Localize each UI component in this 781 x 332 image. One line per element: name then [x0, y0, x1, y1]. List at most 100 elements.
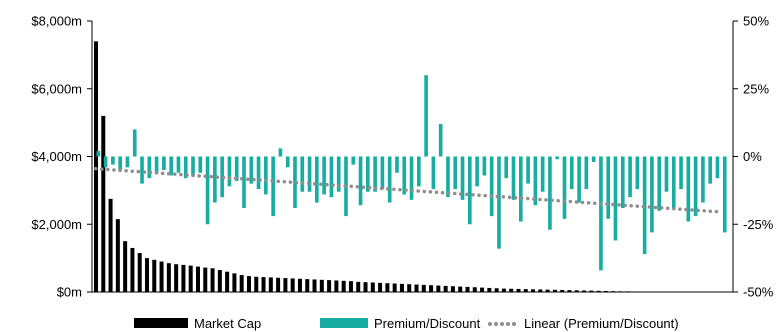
market-cap-bar — [261, 277, 266, 292]
market-cap-bar — [458, 286, 463, 292]
premium-discount-bar — [533, 156, 538, 206]
market-cap-bar — [290, 278, 295, 292]
premium-discount-bar — [264, 156, 268, 195]
market-cap-bar — [487, 287, 492, 292]
market-cap-bar — [115, 219, 120, 292]
market-cap-bar — [523, 289, 528, 292]
market-cap-bar — [225, 271, 230, 292]
premium-discount-bar — [599, 156, 603, 271]
market-cap-bar — [108, 198, 113, 292]
market-cap-bar — [378, 282, 383, 292]
premium-discount-bar — [234, 156, 239, 181]
premium-discount-bar — [249, 156, 254, 184]
market-cap-bar — [283, 278, 288, 292]
premium-discount-bar — [511, 156, 516, 200]
y-tick-label-right: -25% — [743, 217, 774, 232]
y-tick-label-left: $2,000m — [31, 217, 82, 232]
market-cap-bar — [399, 283, 404, 292]
premium-discount-bar — [154, 156, 159, 173]
market-cap-bar — [101, 115, 106, 292]
market-cap-bar — [480, 287, 485, 292]
y-tick-label-left: $8,000m — [31, 14, 82, 29]
premium-discount-bar — [489, 156, 494, 217]
market-cap-bar — [297, 278, 302, 292]
trendline — [93, 166, 724, 214]
y-tick-label-right: 25% — [743, 81, 769, 96]
market-cap-bar — [465, 286, 470, 292]
market-cap-bar — [363, 282, 368, 292]
market-cap-bar — [312, 279, 317, 292]
premium-discount-bar — [125, 156, 130, 168]
premium-discount-bar — [103, 156, 108, 168]
premium-discount-bar — [446, 156, 450, 198]
premium-discount-bar — [555, 156, 560, 160]
market-cap-bar — [144, 258, 149, 293]
premium-discount-bar — [657, 156, 662, 211]
market-cap-bar — [472, 287, 477, 292]
market-cap-bar — [370, 282, 375, 292]
market-cap-bar — [407, 284, 412, 292]
premium-discount-bar — [198, 156, 203, 173]
market-cap-bar — [356, 281, 361, 292]
market-cap-bar — [181, 264, 186, 292]
y-tick-label-right: 0% — [743, 149, 762, 164]
y-tick-label-left: $0m — [57, 285, 82, 300]
market-cap-bar — [195, 266, 200, 292]
market-cap-bar — [443, 285, 448, 292]
premium-discount-bar — [417, 156, 421, 187]
premium-discount-bar — [329, 156, 334, 198]
premium-discount-bar — [686, 156, 691, 222]
market-cap-bar — [174, 264, 179, 292]
legend-label-trendline: Linear (Premium/Discount) — [524, 315, 679, 331]
y-tick-label-left: $6,000m — [31, 81, 82, 96]
premium-discount-bar — [205, 156, 210, 225]
premium-discount-bar — [569, 156, 574, 190]
premium-discount-bar — [373, 156, 377, 192]
market-cap-bar — [268, 277, 273, 292]
market-cap-bar — [348, 281, 353, 292]
market-cap-bar — [166, 263, 171, 292]
market-cap-bar — [574, 290, 579, 292]
y-tick-label-right: 50% — [743, 14, 769, 29]
market-cap-bar — [130, 247, 135, 292]
market-cap-bar — [232, 273, 237, 292]
premium-discount-bar — [380, 156, 385, 190]
y-tick-label-left: $4,000m — [31, 149, 82, 164]
premium-discount-bar — [300, 156, 305, 192]
market-cap-bar — [560, 289, 565, 292]
premium-discount-bar — [722, 156, 727, 233]
legend: Market Cap Premium/Discount Linear (Prem… — [0, 314, 781, 332]
trendline-series — [93, 166, 724, 214]
legend-label-premium-discount: Premium/Discount — [374, 315, 481, 331]
market-cap-bar — [625, 291, 630, 292]
premium-discount-bar — [475, 156, 479, 187]
premium-discount-bar — [671, 156, 676, 208]
premium-discount-bar — [191, 156, 195, 176]
premium-discount-bar — [322, 156, 326, 195]
premium-discount-bar — [395, 156, 399, 173]
market-cap-bar — [501, 288, 506, 292]
premium-discount-bar — [642, 156, 647, 255]
premium-discount-bar — [366, 156, 370, 192]
premium-discount-bar — [285, 156, 290, 168]
market-cap-bar — [414, 284, 419, 292]
premium-discount-bar — [358, 156, 363, 206]
market-cap-bar — [159, 261, 164, 292]
premium-discount-bar — [242, 156, 246, 208]
premium-discount-bar — [548, 156, 552, 230]
premium-discount-bar — [227, 156, 232, 187]
market-cap-bar — [334, 280, 339, 292]
market-cap-series — [94, 41, 732, 293]
market-cap-bar — [436, 285, 441, 292]
market-cap-bar — [319, 279, 324, 292]
premium-discount-bar — [176, 156, 181, 173]
premium-discount-bar — [664, 156, 669, 192]
market-cap-bar — [203, 267, 208, 292]
premium-discount-bar — [497, 156, 501, 249]
premium-discount-bar — [701, 156, 705, 203]
premium-discount-bar — [169, 156, 173, 176]
market-cap-bar — [552, 289, 557, 292]
premium-discount-bar — [562, 156, 567, 219]
market-cap-bar — [516, 288, 521, 292]
market-cap-bar — [188, 265, 193, 292]
